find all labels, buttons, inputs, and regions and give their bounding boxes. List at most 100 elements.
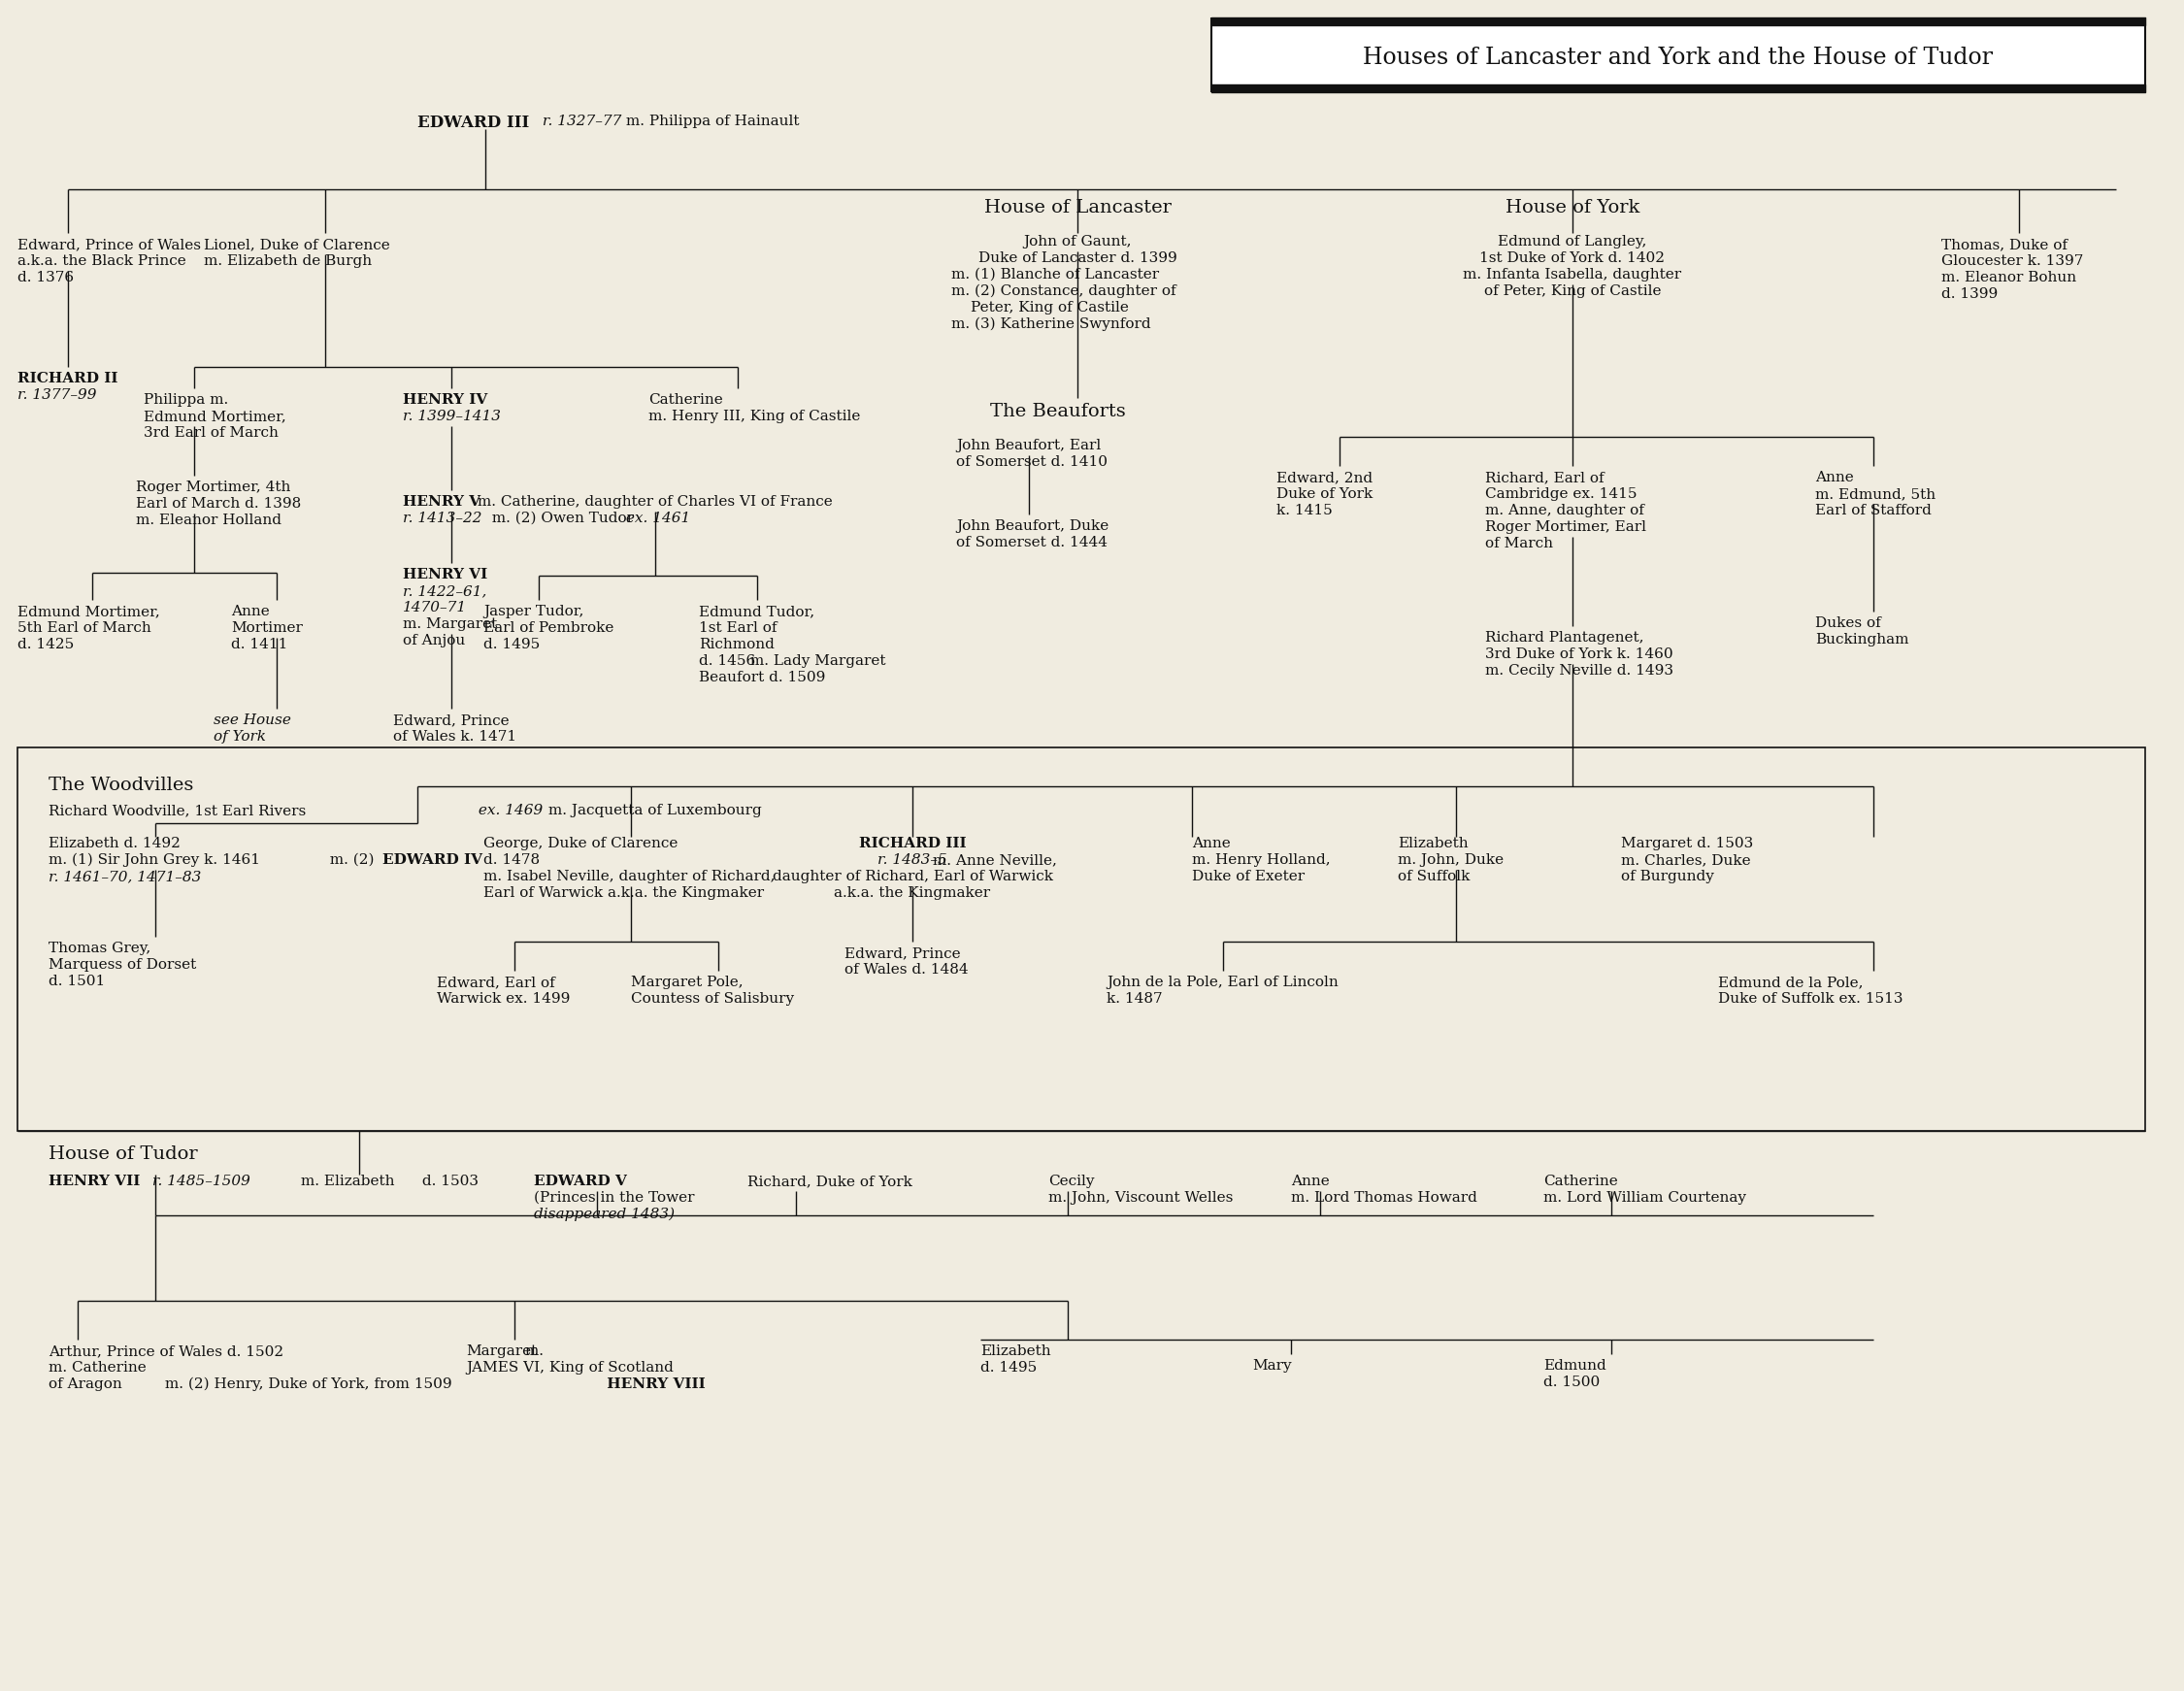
Text: d. 1478: d. 1478 — [483, 854, 539, 867]
Text: (Princes in the Tower: (Princes in the Tower — [533, 1190, 695, 1204]
Text: Anne: Anne — [232, 605, 269, 619]
Text: m. (2) Owen Tudor: m. (2) Owen Tudor — [483, 512, 633, 526]
Text: k. 1415: k. 1415 — [1275, 504, 1332, 517]
Text: m. Charles, Duke: m. Charles, Duke — [1621, 854, 1752, 867]
Text: daughter of Richard, Earl of Warwick: daughter of Richard, Earl of Warwick — [773, 869, 1053, 883]
Text: m. Anne Neville,: m. Anne Neville, — [928, 854, 1057, 867]
Text: d. 1495: d. 1495 — [483, 638, 539, 651]
Text: r. 1461–70, 1471–83: r. 1461–70, 1471–83 — [48, 869, 201, 883]
Text: Anne: Anne — [1192, 837, 1230, 851]
Text: The Beauforts: The Beauforts — [989, 402, 1125, 421]
Text: Anne: Anne — [1291, 1175, 1330, 1189]
Text: m. Eleanor Holland: m. Eleanor Holland — [135, 514, 282, 528]
Text: of Suffolk: of Suffolk — [1398, 869, 1470, 883]
Text: see House: see House — [214, 714, 290, 727]
Text: George, Duke of Clarence: George, Duke of Clarence — [483, 837, 677, 851]
Text: m. (1) Sir John Grey k. 1461: m. (1) Sir John Grey k. 1461 — [48, 854, 260, 867]
Text: Countess of Salisbury: Countess of Salisbury — [631, 993, 795, 1006]
Text: of Burgundy: of Burgundy — [1621, 869, 1714, 883]
Bar — [1212, 17, 2145, 93]
Text: disappeared 1483): disappeared 1483) — [533, 1207, 675, 1221]
Text: Margaret: Margaret — [465, 1344, 537, 1358]
Text: John Beaufort, Duke: John Beaufort, Duke — [957, 519, 1109, 533]
Text: of Somerset d. 1410: of Somerset d. 1410 — [957, 455, 1107, 468]
Text: m. Anne, daughter of: m. Anne, daughter of — [1485, 504, 1645, 517]
Text: d. 1411: d. 1411 — [232, 638, 288, 651]
Text: of Peter, King of Castile: of Peter, King of Castile — [1483, 284, 1662, 298]
Text: r. 1422–61,: r. 1422–61, — [402, 585, 487, 599]
Text: m. Lord William Courtenay: m. Lord William Courtenay — [1544, 1190, 1747, 1204]
Text: Thomas, Duke of: Thomas, Duke of — [1942, 238, 2068, 252]
Text: Edward, Prince of Wales: Edward, Prince of Wales — [17, 238, 201, 252]
Text: Duke of York: Duke of York — [1275, 487, 1374, 501]
Text: of March: of March — [1485, 536, 1553, 550]
Text: ex. 1461: ex. 1461 — [620, 512, 690, 526]
Text: Lionel, Duke of Clarence: Lionel, Duke of Clarence — [203, 238, 391, 252]
Text: 1st Duke of York d. 1402: 1st Duke of York d. 1402 — [1481, 252, 1664, 265]
Text: Earl of March d. 1398: Earl of March d. 1398 — [135, 497, 301, 511]
Text: Cambridge ex. 1415: Cambridge ex. 1415 — [1485, 487, 1638, 501]
Text: Edmund of Langley,: Edmund of Langley, — [1498, 235, 1647, 249]
Text: Edmund: Edmund — [1544, 1360, 1605, 1373]
Text: Marquess of Dorset: Marquess of Dorset — [48, 959, 197, 972]
Text: Edmund Mortimer,: Edmund Mortimer, — [17, 605, 159, 619]
Text: m. Lady Margaret: m. Lady Margaret — [745, 654, 887, 668]
Text: Duke of Lancaster d. 1399: Duke of Lancaster d. 1399 — [978, 252, 1177, 265]
Text: Philippa m.: Philippa m. — [144, 392, 229, 408]
Text: d. 1399: d. 1399 — [1942, 287, 1998, 301]
Text: r. 1483–5: r. 1483–5 — [878, 854, 948, 867]
Text: m. Lord Thomas Howard: m. Lord Thomas Howard — [1291, 1190, 1476, 1204]
Text: m. Edmund, 5th: m. Edmund, 5th — [1815, 487, 1935, 501]
Text: Mortimer: Mortimer — [232, 621, 304, 634]
Text: RICHARD II: RICHARD II — [17, 372, 118, 386]
Text: m.: m. — [520, 1344, 544, 1358]
Text: 1470–71: 1470–71 — [402, 600, 467, 614]
Text: Edmund Tudor,: Edmund Tudor, — [699, 605, 815, 619]
Text: Houses of Lancaster and York and the House of Tudor: Houses of Lancaster and York and the Hou… — [1363, 47, 1994, 69]
Text: Dukes of: Dukes of — [1815, 617, 1880, 631]
Text: m. (3) Katherine Swynford: m. (3) Katherine Swynford — [952, 318, 1151, 331]
Text: 3rd Earl of March: 3rd Earl of March — [144, 426, 280, 440]
Text: Catherine: Catherine — [1544, 1175, 1618, 1189]
Text: John de la Pole, Earl of Lincoln: John de la Pole, Earl of Lincoln — [1107, 976, 1339, 989]
Text: of Somerset d. 1444: of Somerset d. 1444 — [957, 536, 1107, 550]
Text: HENRY IV: HENRY IV — [402, 392, 487, 408]
Text: d. 1456: d. 1456 — [699, 654, 756, 668]
Text: House of Lancaster: House of Lancaster — [983, 200, 1171, 216]
Text: d. 1425: d. 1425 — [17, 638, 74, 651]
Text: HENRY VI: HENRY VI — [402, 568, 487, 582]
Text: HENRY VIII: HENRY VIII — [603, 1378, 705, 1392]
Text: of Aragon: of Aragon — [48, 1378, 122, 1392]
Text: Cecily: Cecily — [1048, 1175, 1094, 1189]
Text: EDWARD IV: EDWARD IV — [382, 854, 483, 867]
Text: Richmond: Richmond — [699, 638, 775, 651]
Text: Jasper Tudor,: Jasper Tudor, — [483, 605, 583, 619]
Text: m. Elizabeth: m. Elizabeth — [297, 1175, 395, 1189]
Text: Richard, Duke of York: Richard, Duke of York — [747, 1175, 913, 1189]
Text: m. (2): m. (2) — [321, 854, 373, 867]
Text: 3rd Duke of York k. 1460: 3rd Duke of York k. 1460 — [1485, 648, 1673, 661]
Text: HENRY V: HENRY V — [402, 495, 480, 509]
Text: Earl of Pembroke: Earl of Pembroke — [483, 621, 614, 634]
Text: Roger Mortimer, Earl: Roger Mortimer, Earl — [1485, 521, 1647, 534]
Text: d. 1500: d. 1500 — [1544, 1375, 1601, 1388]
Text: d. 1495: d. 1495 — [981, 1361, 1037, 1375]
Text: r. 1327–77: r. 1327–77 — [537, 115, 622, 129]
Text: k. 1487: k. 1487 — [1107, 993, 1162, 1006]
Text: Warwick ex. 1499: Warwick ex. 1499 — [437, 993, 570, 1006]
Text: Richard Woodville, 1st Earl Rivers: Richard Woodville, 1st Earl Rivers — [48, 803, 306, 817]
Text: r. 1485–1509: r. 1485–1509 — [149, 1175, 251, 1189]
Text: Duke of Exeter: Duke of Exeter — [1192, 869, 1304, 883]
Text: m. Margaret: m. Margaret — [402, 617, 498, 631]
Text: John of Gaunt,: John of Gaunt, — [1024, 235, 1131, 249]
Text: m. Henry Holland,: m. Henry Holland, — [1192, 854, 1330, 867]
Text: Buckingham: Buckingham — [1815, 632, 1909, 646]
Text: Edmund de la Pole,: Edmund de la Pole, — [1719, 976, 1863, 989]
Text: Peter, King of Castile: Peter, King of Castile — [970, 301, 1129, 315]
Text: r. 1399–1413: r. 1399–1413 — [402, 409, 500, 423]
Text: of Wales d. 1484: of Wales d. 1484 — [845, 962, 968, 976]
Text: Edmund Mortimer,: Edmund Mortimer, — [144, 409, 286, 423]
Text: House of Tudor: House of Tudor — [48, 1145, 199, 1163]
Text: RICHARD III: RICHARD III — [858, 837, 965, 851]
Text: Elizabeth d. 1492: Elizabeth d. 1492 — [48, 837, 181, 851]
